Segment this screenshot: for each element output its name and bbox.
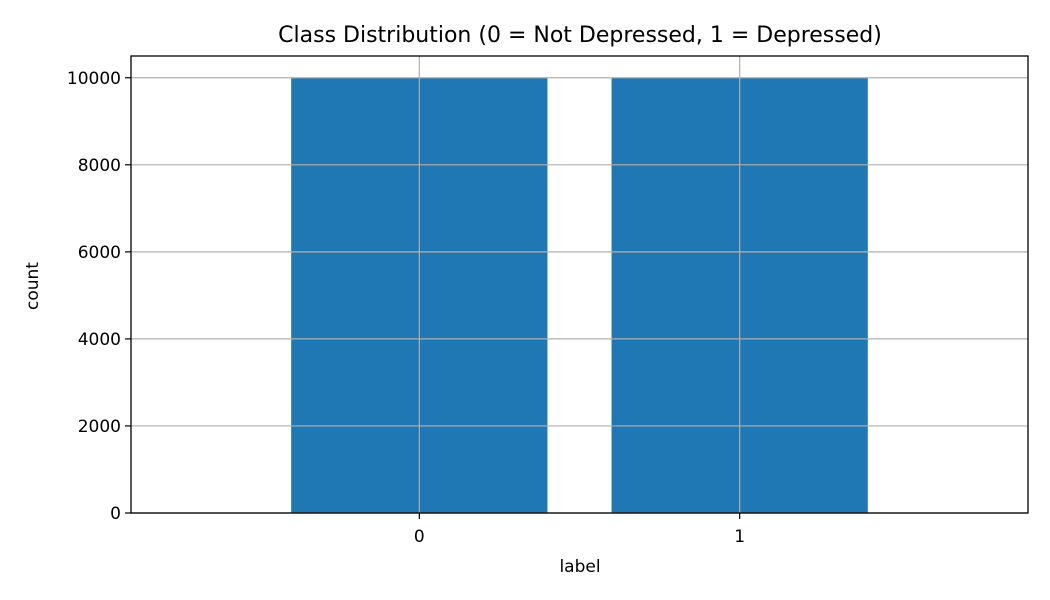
y-tick-label: 6000 <box>78 243 121 263</box>
y-tick-label: 2000 <box>78 417 121 437</box>
x-axis-label: label <box>559 557 600 577</box>
x-tick-label: 1 <box>734 527 745 547</box>
y-tick-label: 8000 <box>78 156 121 176</box>
plot-area: 0 2000 4000 6000 8000 10000 0 1 <box>67 55 1029 547</box>
plot-frame <box>130 55 1029 514</box>
x-tick-label: 0 <box>414 527 425 547</box>
y-tick-label: 10000 <box>67 69 121 89</box>
chart-title: Class Distribution (0 = Not Depressed, 1… <box>278 23 882 48</box>
y-axis-label: count <box>23 262 43 310</box>
y-tick-label: 4000 <box>78 330 121 350</box>
y-tick-label: 0 <box>110 504 121 524</box>
